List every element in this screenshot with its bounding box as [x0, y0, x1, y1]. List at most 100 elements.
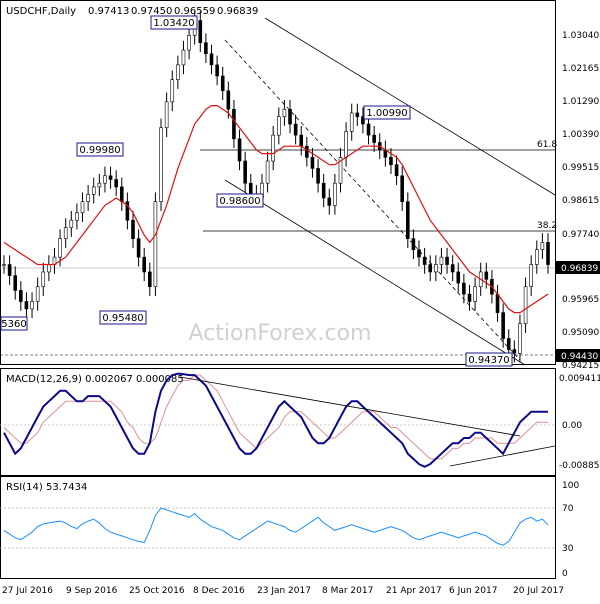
price-tick-9: 0.95965 [562, 295, 599, 305]
candle-body [170, 79, 175, 103]
annotation-5360-text: 5360 [1, 319, 26, 330]
macd-title: MACD(12,26,9) 0.002067 0.000085 [6, 374, 184, 385]
rsi-panel-frame [0, 476, 556, 579]
candle-body [372, 134, 376, 143]
ohlc-open: 0.97413 [88, 6, 129, 17]
x-label-3: 8 Dec 2016 [193, 586, 245, 596]
candle-body [187, 35, 191, 51]
candle-body [316, 168, 320, 184]
macd-axis-bottom: -0.008852 [559, 461, 600, 471]
current-price-box [556, 261, 600, 274]
channel-lower-line [224, 179, 526, 366]
candle-body [41, 271, 46, 288]
candle-body [506, 338, 511, 350]
candle-body [288, 108, 292, 125]
level-label-618: 61.8 [537, 140, 557, 150]
macd-panel-frame [0, 368, 556, 476]
candle-body [69, 219, 74, 228]
candle-body [91, 186, 96, 195]
macd-signal-line [3, 374, 548, 460]
candle-body [501, 312, 505, 339]
annotation-098600: 0.98600 [216, 193, 264, 208]
candle-body [512, 349, 517, 354]
candle-body [136, 238, 141, 258]
x-label-4: 23 Jan 2017 [257, 586, 311, 596]
candle-body [271, 134, 275, 162]
candle-body [518, 323, 522, 354]
candle-body [13, 275, 18, 291]
annotation-100990: 1.00990 [363, 105, 411, 120]
price-tick-2: 1.02165 [562, 64, 599, 74]
macd-trendline-lower [449, 445, 556, 467]
macd-axis-zero: 0.00 [562, 421, 582, 431]
candle-body [529, 264, 533, 288]
candle-body [405, 201, 410, 239]
candle-body [473, 286, 477, 302]
ohlc-close: 0.96839 [217, 6, 258, 17]
candle-body [310, 157, 315, 169]
candle-body [327, 197, 332, 206]
macd-main-line [3, 372, 548, 468]
candle-body [456, 271, 461, 284]
macd-trendline-upper [179, 376, 521, 437]
candle-body [299, 134, 304, 147]
candle-body [153, 201, 158, 288]
candle-body [119, 186, 124, 202]
annotation-103420: 1.03420 [150, 15, 198, 30]
macd-axis-top: 0.009411 [559, 374, 600, 384]
annotation-098600-text: 0.98600 [219, 196, 260, 207]
candle-body [417, 249, 421, 258]
channel-mid-dashed-line [224, 39, 521, 361]
annotation-100990-text: 1.00990 [366, 108, 407, 119]
candle-body [7, 264, 12, 276]
moving-average-line [3, 105, 549, 314]
candle-body [220, 75, 225, 92]
candle-body [19, 290, 23, 302]
main-panel-frame [0, 0, 556, 365]
rsi-axis-0: 0 [562, 569, 568, 579]
candle-body [400, 175, 404, 202]
candle-body [86, 193, 90, 202]
candle-body [58, 238, 62, 258]
candle-body [277, 116, 281, 136]
candle-body [450, 264, 455, 273]
candle-body [204, 42, 208, 55]
candle-body [366, 123, 371, 136]
candle-body [394, 164, 399, 177]
annotation-5360: 5360 [0, 316, 28, 331]
candle-body [293, 123, 298, 136]
candle-body [226, 90, 231, 110]
annotation-099980-text: 0.99980 [79, 145, 120, 156]
candle-body [125, 201, 130, 221]
candle-body [462, 282, 466, 295]
annotation-094370-text: 0.94370 [468, 355, 509, 366]
candle-body [2, 264, 6, 266]
x-label-0: 27 Jul 2016 [2, 586, 53, 596]
price-tick-10: 0.95090 [562, 328, 599, 338]
candle-body [47, 264, 51, 273]
candle-body [265, 160, 270, 184]
candle-body [355, 112, 360, 117]
candle-body [411, 238, 416, 251]
candle-body [63, 227, 68, 239]
annotation-099980: 0.99980 [76, 142, 124, 157]
annotation-095480-text: 0.95480 [102, 313, 143, 324]
candle-body [198, 20, 203, 44]
candle-body [434, 264, 438, 273]
candle-body [181, 49, 186, 66]
candle-body [103, 175, 107, 184]
price-tick-1: 1.03040 [562, 31, 599, 41]
candle-body [338, 157, 343, 184]
price-tick-4: 1.00390 [562, 130, 599, 140]
candle-body [540, 242, 545, 251]
candle-body [75, 212, 79, 221]
candle-body [282, 108, 287, 117]
candle-body [215, 64, 219, 77]
rsi-axis-30: 30 [562, 544, 574, 554]
candle-body [232, 108, 236, 140]
annotation-103420-text: 1.03420 [153, 18, 194, 29]
price-axis: 1.03040 1.02165 1.01290 1.00390 0.99515 … [562, 31, 599, 371]
level-label-382: 38.2 [537, 221, 557, 231]
